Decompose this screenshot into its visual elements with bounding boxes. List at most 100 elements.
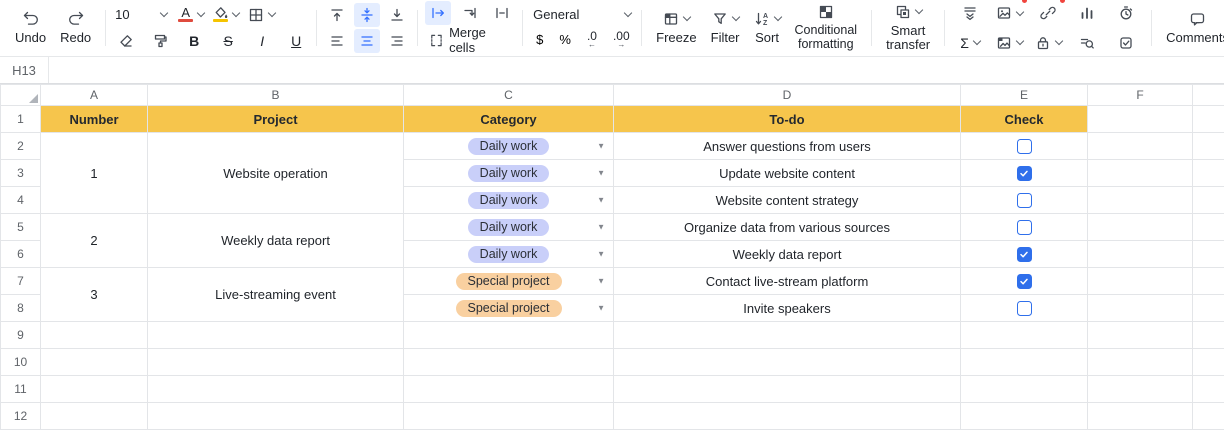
redo-button[interactable]: Redo xyxy=(53,0,98,56)
check-cell[interactable] xyxy=(960,186,1088,214)
smart-transfer-button[interactable]: Smart transfer xyxy=(879,0,937,56)
text-overflow-button[interactable] xyxy=(425,0,452,25)
empty-cell[interactable] xyxy=(1192,375,1224,403)
check-cell[interactable] xyxy=(960,267,1088,295)
row-header-12[interactable]: 12 xyxy=(0,402,41,430)
todo-cell[interactable]: Contact live-stream platform xyxy=(613,267,961,295)
checkbox-checked[interactable] xyxy=(1016,274,1032,290)
empty-cell[interactable] xyxy=(613,375,961,403)
find-replace-button[interactable] xyxy=(1074,31,1100,55)
dropdown-arrow-icon[interactable]: ▼ xyxy=(597,249,605,259)
check-cell[interactable] xyxy=(960,240,1088,268)
todo-cell[interactable]: Website content strategy xyxy=(613,186,961,214)
header-cell-check[interactable]: Check xyxy=(960,105,1088,133)
checkbox-unchecked[interactable] xyxy=(1016,139,1032,155)
empty-cell[interactable] xyxy=(1192,267,1224,295)
empty-cell[interactable] xyxy=(960,402,1088,430)
column-header-b[interactable]: B xyxy=(147,84,404,106)
empty-cell[interactable] xyxy=(403,375,614,403)
category-cell[interactable]: Daily work ▼ xyxy=(403,132,614,160)
empty-cell[interactable] xyxy=(613,402,961,430)
empty-cell[interactable] xyxy=(1087,132,1193,160)
insert-link-button[interactable] xyxy=(1035,0,1066,25)
vertical-align-middle-button[interactable] xyxy=(354,2,381,27)
row-header-6[interactable]: 6 xyxy=(0,240,41,268)
bold-button[interactable]: B xyxy=(181,29,207,53)
formula-input[interactable] xyxy=(49,57,1224,83)
category-pill[interactable]: Daily work xyxy=(467,191,550,209)
borders-button[interactable] xyxy=(248,3,277,27)
empty-cell[interactable] xyxy=(1192,186,1224,214)
category-pill[interactable]: Daily work xyxy=(467,164,550,182)
empty-cell[interactable] xyxy=(403,348,614,376)
dropdown-arrow-icon[interactable]: ▼ xyxy=(597,303,605,313)
format-painter-button[interactable] xyxy=(147,29,173,53)
check-cell[interactable] xyxy=(960,132,1088,160)
empty-cell[interactable] xyxy=(147,375,404,403)
row-header-7[interactable]: 7 xyxy=(0,267,41,295)
cell-image-button[interactable] xyxy=(996,31,1024,55)
check-cell[interactable] xyxy=(960,213,1088,241)
column-header-f[interactable]: F xyxy=(1087,84,1193,106)
vertical-align-bottom-button[interactable] xyxy=(384,3,410,27)
row-header-5[interactable]: 5 xyxy=(0,213,41,241)
category-cell[interactable]: Daily work ▼ xyxy=(403,159,614,187)
empty-cell[interactable] xyxy=(1087,213,1193,241)
percent-button[interactable]: % xyxy=(559,31,571,47)
checkbox-unchecked[interactable] xyxy=(1016,193,1032,209)
check-cell[interactable] xyxy=(960,159,1088,187)
currency-button[interactable]: $ xyxy=(536,31,544,47)
empty-cell[interactable] xyxy=(1192,402,1224,430)
category-pill[interactable]: Daily work xyxy=(467,245,550,263)
empty-cell[interactable] xyxy=(1192,348,1224,376)
empty-cell[interactable] xyxy=(1192,294,1224,322)
dropdown-arrow-icon[interactable]: ▼ xyxy=(597,195,605,205)
font-size-select[interactable]: 10 xyxy=(113,7,169,22)
column-header-c[interactable]: C xyxy=(403,84,614,106)
empty-cell[interactable] xyxy=(40,321,148,349)
reminder-button[interactable] xyxy=(1113,1,1139,25)
todo-cell[interactable]: Answer questions from users xyxy=(613,132,961,160)
row-header-1[interactable]: 1 xyxy=(0,105,41,133)
italic-button[interactable]: I xyxy=(249,29,275,53)
number-cell[interactable]: 2 xyxy=(40,213,148,268)
strikethrough-button[interactable]: S xyxy=(215,29,241,53)
empty-cell[interactable] xyxy=(1087,186,1193,214)
fill-color-button[interactable] xyxy=(213,3,241,27)
clear-format-button[interactable] xyxy=(113,29,139,53)
empty-cell[interactable] xyxy=(1192,105,1224,133)
empty-cell[interactable] xyxy=(1192,213,1224,241)
text-wrap-button[interactable] xyxy=(457,1,483,25)
row-operations-button[interactable] xyxy=(957,1,983,25)
row-header-10[interactable]: 10 xyxy=(0,348,41,376)
empty-cell[interactable] xyxy=(960,348,1088,376)
category-cell[interactable]: Daily work ▼ xyxy=(403,213,614,241)
empty-cell[interactable] xyxy=(147,348,404,376)
empty-cell[interactable] xyxy=(613,321,961,349)
empty-cell[interactable] xyxy=(1087,402,1193,430)
decrease-decimal-button[interactable]: .0 ← xyxy=(587,30,597,49)
empty-cell[interactable] xyxy=(1087,159,1193,187)
dropdown-arrow-icon[interactable]: ▼ xyxy=(597,168,605,178)
cell-reference-box[interactable]: H13 xyxy=(12,62,36,78)
checkbox-checked[interactable] xyxy=(1016,166,1032,182)
protect-button[interactable] xyxy=(1035,31,1063,55)
empty-cell[interactable] xyxy=(1087,240,1193,268)
empty-cell[interactable] xyxy=(1192,321,1224,349)
conditional-formatting-button[interactable]: Conditional formatting xyxy=(788,0,865,56)
todo-cell[interactable]: Organize data from various sources xyxy=(613,213,961,241)
row-header-3[interactable]: 3 xyxy=(0,159,41,187)
todo-cell[interactable]: Weekly data report xyxy=(613,240,961,268)
empty-cell[interactable] xyxy=(1192,240,1224,268)
undo-button[interactable]: Undo xyxy=(8,0,53,56)
header-cell-number[interactable]: Number xyxy=(40,105,148,133)
empty-cell[interactable] xyxy=(40,402,148,430)
row-header-8[interactable]: 8 xyxy=(0,294,41,322)
category-cell[interactable]: Daily work ▼ xyxy=(403,186,614,214)
select-all-corner[interactable] xyxy=(0,84,41,106)
text-clip-button[interactable] xyxy=(489,1,515,25)
empty-cell[interactable] xyxy=(1192,159,1224,187)
sum-button[interactable]: Σ xyxy=(957,31,983,55)
empty-cell[interactable] xyxy=(1087,294,1193,322)
dropdown-arrow-icon[interactable]: ▼ xyxy=(597,276,605,286)
